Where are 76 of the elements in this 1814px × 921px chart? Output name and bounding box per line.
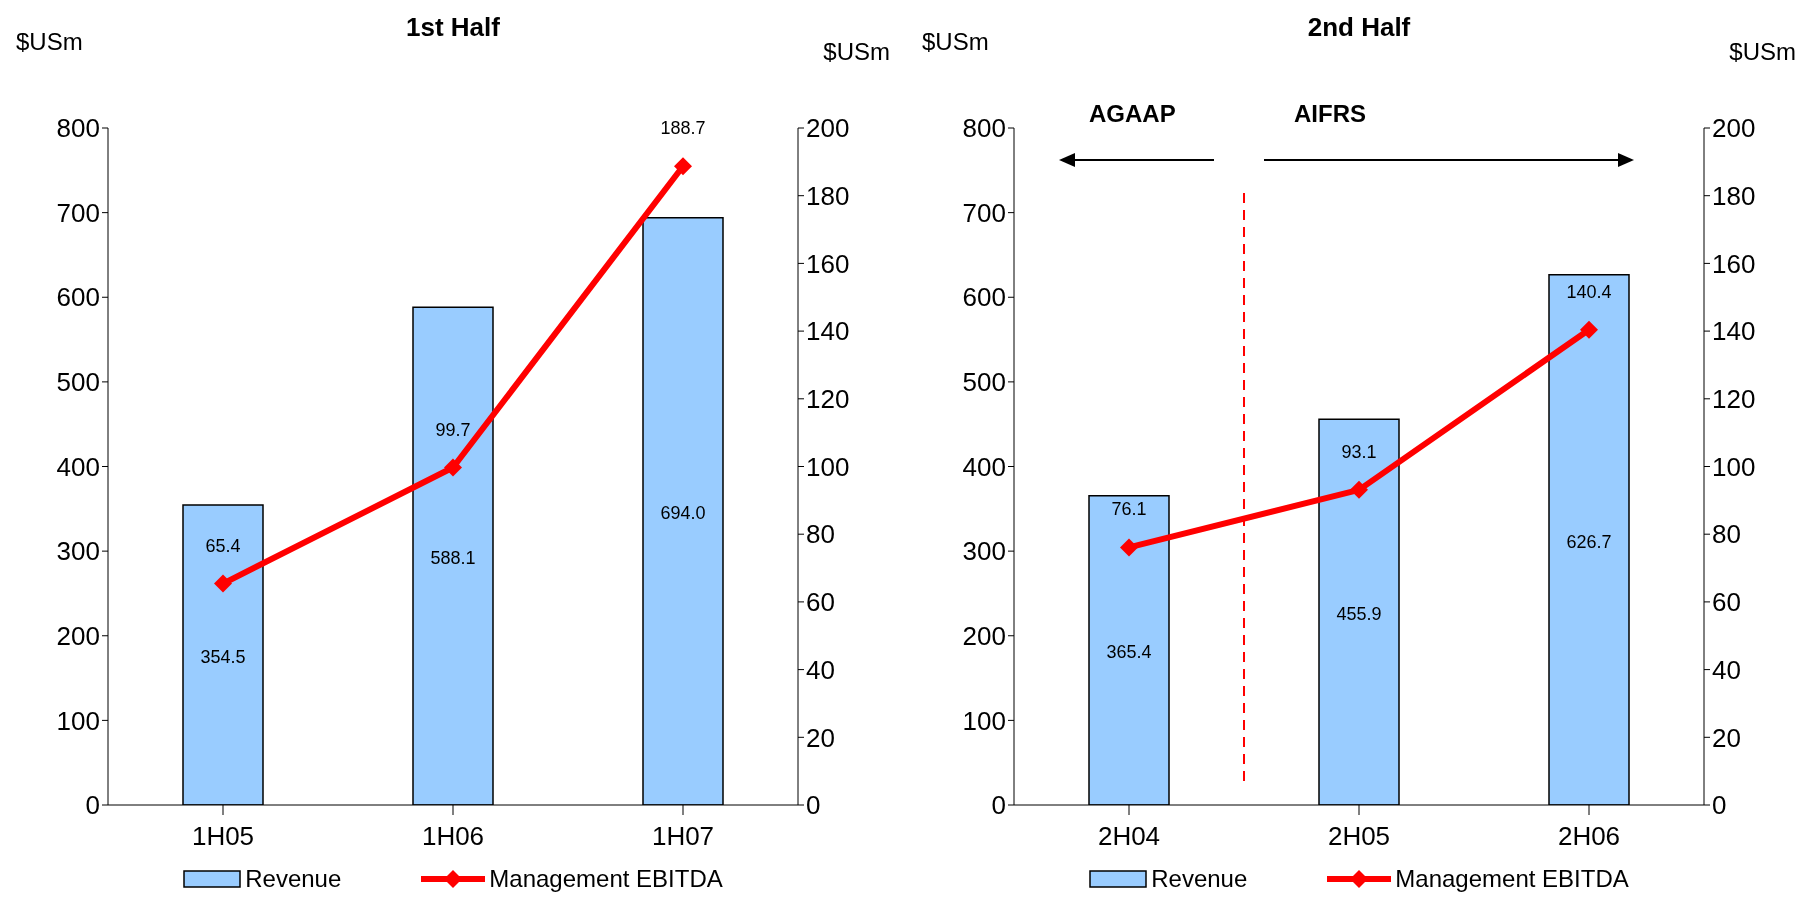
- point: [674, 157, 692, 176]
- y2-tick-label: 40: [806, 654, 835, 685]
- y-axis-title: $USm: [16, 28, 83, 56]
- data-label: 588.1: [430, 548, 476, 569]
- x-tick-label: 2H06: [1557, 821, 1621, 852]
- point: [1350, 480, 1368, 499]
- point: [444, 458, 462, 477]
- x-tick-label: 1H07: [651, 821, 715, 852]
- y2-tick-label: 180: [806, 180, 850, 211]
- x-tick-label: 2H04: [1097, 821, 1161, 852]
- y2-tick-label: 120: [806, 384, 850, 415]
- legend-label: Revenue: [1151, 865, 1248, 893]
- data-label: 140.4: [1566, 281, 1612, 302]
- chart-title: 1st Half: [406, 12, 500, 42]
- x-tick-label: 2H05: [1327, 821, 1391, 852]
- y2-tick-label: 20: [806, 722, 835, 753]
- y2-tick-label: 80: [806, 519, 835, 550]
- y-tick-label: 400: [56, 451, 100, 482]
- y-tick-label: 300: [962, 536, 1006, 567]
- y-tick-label: 700: [962, 197, 1006, 228]
- y2-tick-label: 0: [806, 790, 821, 821]
- chart-title: 2nd Half: [1307, 12, 1411, 42]
- y2-tick-label: 80: [1712, 519, 1741, 550]
- y2-tick-label: 0: [1712, 790, 1727, 821]
- text: AGAAP: [1089, 100, 1176, 128]
- y2-tick-label: 60: [1712, 587, 1741, 618]
- legend-label: Management EBITDA: [1395, 865, 1629, 893]
- text: AIFRS: [1294, 100, 1366, 128]
- point: [214, 574, 232, 593]
- y-tick-label: 200: [962, 620, 1006, 651]
- y-tick-label: 0: [85, 790, 100, 821]
- y2-tick-label: 140: [806, 316, 850, 347]
- y2-tick-label: 60: [806, 587, 835, 618]
- y2-tick-label: 20: [1712, 722, 1741, 753]
- y2-axis-title: $USm: [1729, 38, 1796, 66]
- data-label: 65.4: [205, 535, 241, 556]
- y-tick-label: 200: [56, 620, 100, 651]
- y-tick-label: 100: [962, 705, 1006, 736]
- x-tick-label: 1H05: [191, 821, 255, 852]
- y2-tick-label: 160: [806, 248, 850, 279]
- y-tick-label: 800: [56, 113, 100, 144]
- data-label: 455.9: [1336, 604, 1382, 625]
- data-label: 99.7: [435, 419, 471, 440]
- y2-tick-label: 160: [1712, 248, 1756, 279]
- data-label: 626.7: [1566, 531, 1612, 552]
- y2-tick-label: 100: [806, 451, 850, 482]
- y2-tick-label: 40: [1712, 654, 1741, 685]
- x-tick-label: 1H06: [421, 821, 485, 852]
- y-tick-label: 500: [56, 367, 100, 398]
- y-tick-label: 500: [962, 367, 1006, 398]
- y-tick-label: 0: [991, 790, 1006, 821]
- y2-tick-label: 100: [1712, 451, 1756, 482]
- point: [1580, 320, 1598, 339]
- legend-label: Management EBITDA: [489, 865, 723, 893]
- data-label: 93.1: [1341, 441, 1377, 462]
- y2-axis-title: $USm: [823, 38, 890, 66]
- legend-label: Revenue: [245, 865, 342, 893]
- data-label: 76.1: [1111, 499, 1147, 520]
- y-tick-label: 100: [56, 705, 100, 736]
- y2-tick-label: 140: [1712, 316, 1756, 347]
- y-tick-label: 800: [962, 113, 1006, 144]
- y2-tick-label: 200: [806, 113, 850, 144]
- y-tick-label: 600: [56, 282, 100, 313]
- y-tick-label: 400: [962, 451, 1006, 482]
- point: [1120, 538, 1138, 557]
- y2-tick-label: 180: [1712, 180, 1756, 211]
- y-tick-label: 700: [56, 197, 100, 228]
- y2-tick-label: 120: [1712, 384, 1756, 415]
- data-label: 354.5: [200, 647, 246, 667]
- y-tick-label: 600: [962, 282, 1006, 313]
- data-label: 694.0: [660, 503, 706, 524]
- data-label: 188.7: [660, 118, 706, 139]
- y2-tick-label: 200: [1712, 113, 1756, 144]
- y-tick-label: 300: [56, 536, 100, 567]
- y-axis-title: $USm: [922, 28, 989, 56]
- data-label: 365.4: [1106, 642, 1152, 663]
